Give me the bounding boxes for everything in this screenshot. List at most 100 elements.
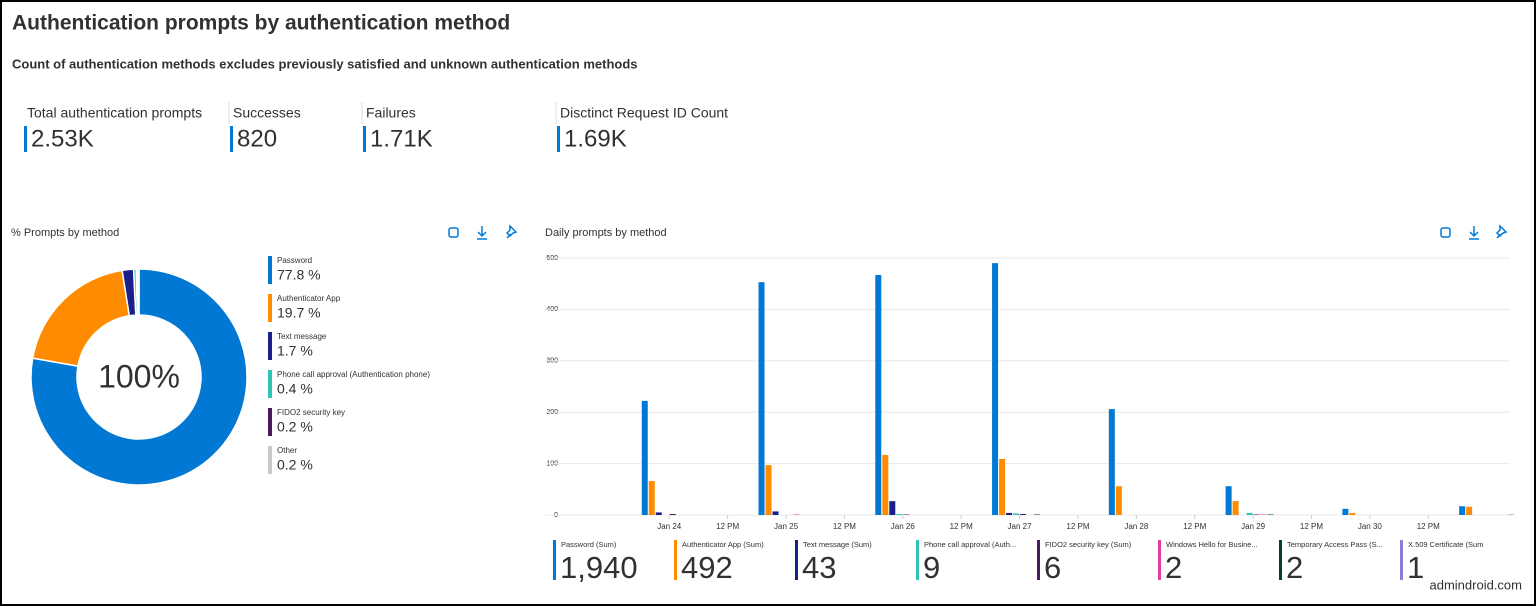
bar (1459, 506, 1466, 515)
bar (793, 514, 800, 515)
kpi-label: Failures (366, 105, 416, 121)
legend-value: 77.8 % (277, 267, 321, 283)
legend-swatch (553, 540, 556, 580)
bar (655, 512, 662, 515)
bar-toolbar[interactable] (1440, 224, 1508, 240)
kpi-value: 2.53K (31, 125, 94, 152)
x-tick-label: 12 PM (1066, 522, 1089, 531)
legend-swatch (1037, 540, 1040, 580)
kpi-label: Disctinct Request ID Count (560, 105, 728, 121)
kpi-label: Total authentication prompts (27, 105, 202, 121)
legend-label: Text message (277, 332, 327, 341)
legend-total: 6 (1044, 550, 1061, 585)
legend-swatch (1279, 540, 1282, 580)
x-tick-label: 12 PM (1183, 522, 1206, 531)
bar (641, 400, 648, 515)
donut-slice (136, 268, 140, 316)
legend-label: Phone call approval (Authentication phon… (277, 370, 430, 379)
bar (1349, 512, 1356, 515)
legend-label: Password (Sum) (561, 540, 617, 549)
legend-total: 9 (923, 550, 940, 585)
legend-total: 492 (681, 550, 733, 585)
x-tick-label: 12 PM (950, 522, 973, 531)
kpi-value: 1.71K (370, 125, 433, 152)
bar (1020, 513, 1027, 515)
x-tick-label: 12 PM (716, 522, 739, 531)
bar (1232, 501, 1239, 515)
legend-swatch (674, 540, 677, 580)
legend-swatch (268, 294, 272, 322)
bar (772, 511, 779, 515)
bar (889, 501, 896, 515)
bar (1225, 486, 1232, 515)
kpi-separators (228, 102, 557, 124)
bar (992, 263, 999, 515)
legend-value: 0.4 % (277, 381, 313, 397)
kpi-accent (363, 126, 366, 152)
x-tick-label: Jan 27 (1008, 522, 1033, 531)
legend-swatch (268, 256, 272, 284)
legend-total: 43 (802, 550, 836, 585)
bar (1342, 508, 1349, 515)
bar (896, 513, 903, 515)
bar (1466, 506, 1473, 515)
pie-toolbar[interactable] (448, 224, 518, 240)
legend-swatch (916, 540, 919, 580)
watermark: admindroid.com (1430, 577, 1523, 592)
legend-swatch (1400, 540, 1403, 580)
chart-title: Daily prompts by method (545, 227, 667, 239)
x-tick-label: 12 PM (1417, 522, 1440, 531)
bar (903, 514, 910, 515)
legend-swatch (268, 408, 272, 436)
bar (1108, 409, 1115, 515)
bar (1006, 512, 1013, 515)
legend-label: Authenticator App (Sum) (682, 540, 764, 549)
kpi-label: Successes (233, 105, 301, 121)
legend-label: X.509 Certificate (Sum (1408, 540, 1483, 549)
chart-title: % Prompts by method (11, 227, 119, 239)
bar (999, 458, 1006, 515)
bar (1013, 513, 1020, 515)
legend-swatch (268, 370, 272, 398)
legend-total: 1 (1407, 550, 1424, 585)
x-tick-label: Jan 30 (1358, 522, 1383, 531)
legend-total: 2 (1286, 550, 1303, 585)
bar (882, 454, 889, 515)
page-title: Authentication prompts by authentication… (12, 12, 510, 35)
legend-total: 1,940 (560, 550, 638, 585)
x-tick-label: Jan 26 (891, 522, 916, 531)
bar (1115, 486, 1122, 515)
legend-value: 19.7 % (277, 305, 321, 321)
bar (669, 513, 676, 515)
legend-label: FIDO2 security key (Sum) (1045, 540, 1132, 549)
bar (1267, 514, 1274, 515)
donut-center-label: 100% (98, 358, 180, 394)
bar (1246, 512, 1253, 515)
legend-label: Password (277, 256, 312, 265)
legend-label: Windows Hello for Busine... (1166, 540, 1258, 549)
x-tick-label: Jan 28 (1124, 522, 1149, 531)
page-subtitle: Count of authentication methods excludes… (12, 56, 638, 71)
kpi-accent (24, 126, 27, 152)
x-tick-label: Jan 25 (774, 522, 799, 531)
legend-label: Phone call approval (Auth... (924, 540, 1016, 549)
bar (1034, 514, 1041, 515)
bar (648, 481, 655, 515)
x-tick-label: Jan 24 (657, 522, 682, 531)
x-tick-label: 12 PM (1300, 522, 1323, 531)
bar (1253, 514, 1260, 515)
donut-slice (30, 268, 248, 486)
legend-label: Other (277, 446, 297, 455)
x-tick-label: 12 PM (833, 522, 856, 531)
legend-label: FIDO2 security key (277, 408, 345, 417)
bar (1260, 514, 1267, 515)
legend-swatch (268, 446, 272, 474)
kpi-value: 820 (237, 125, 277, 152)
bar (758, 282, 765, 515)
kpi-accent (230, 126, 233, 152)
kpi-accent (557, 126, 560, 152)
kpi-value: 1.69K (564, 125, 627, 152)
legend-value: 1.7 % (277, 343, 313, 359)
